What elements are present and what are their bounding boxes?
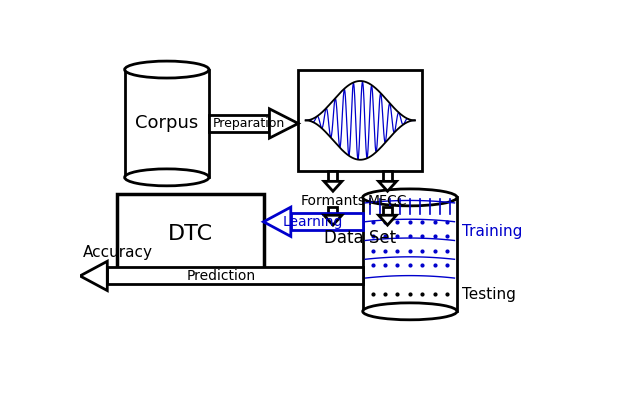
- Text: Preparation: Preparation: [213, 117, 285, 130]
- Bar: [328, 207, 337, 215]
- Polygon shape: [379, 181, 396, 191]
- Polygon shape: [324, 215, 342, 225]
- Text: Testing: Testing: [462, 287, 516, 302]
- Text: Learning: Learning: [283, 215, 343, 229]
- Text: Accuracy: Accuracy: [83, 245, 152, 260]
- Bar: [209, 115, 269, 132]
- Ellipse shape: [125, 61, 209, 78]
- Ellipse shape: [363, 189, 457, 206]
- Text: Corpus: Corpus: [135, 114, 198, 132]
- Text: Formants: Formants: [300, 194, 365, 208]
- Text: Prediction: Prediction: [187, 269, 256, 283]
- Bar: [383, 207, 392, 215]
- Bar: [363, 197, 457, 311]
- Polygon shape: [269, 109, 298, 138]
- Ellipse shape: [125, 169, 209, 186]
- Bar: [298, 70, 422, 171]
- Polygon shape: [264, 207, 291, 236]
- Polygon shape: [379, 215, 396, 225]
- Text: DTC: DTC: [168, 224, 213, 244]
- Text: Training: Training: [462, 224, 522, 239]
- Bar: [291, 213, 363, 230]
- Ellipse shape: [363, 303, 457, 320]
- Bar: [117, 194, 264, 273]
- Polygon shape: [80, 261, 108, 290]
- Text: Data Set: Data Set: [324, 229, 396, 247]
- Bar: [383, 171, 392, 181]
- Bar: [108, 268, 363, 284]
- Polygon shape: [324, 181, 342, 191]
- Bar: [328, 171, 337, 181]
- Text: MFCC: MFCC: [368, 194, 407, 208]
- Bar: [125, 70, 209, 177]
